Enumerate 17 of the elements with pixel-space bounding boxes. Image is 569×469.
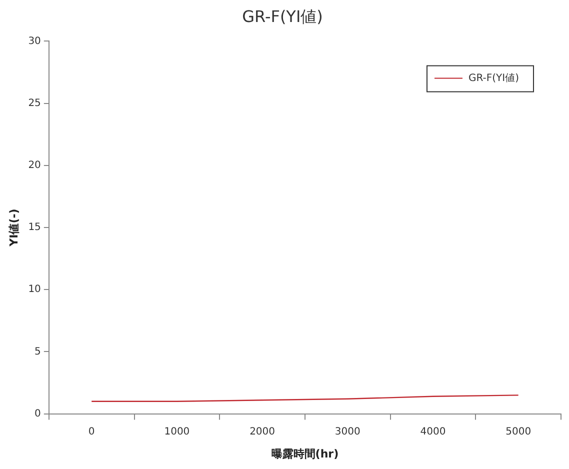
x-tick-label: 5000 [506,426,532,438]
x-tick-label: 2000 [250,426,276,438]
y-axis-title: YI値(-) [7,208,20,248]
chart-title: GR-F(YI値) [242,6,323,26]
y-tick-label: 5 [34,346,41,358]
y-tick-label: 25 [28,98,41,109]
y-tick-label: 20 [28,160,41,171]
legend-label: GR-F(YI値) [468,72,520,84]
x-tick-label: 4000 [420,426,446,438]
x-tick-label: 0 [88,426,95,438]
y-tick-label: 30 [28,36,41,47]
y-tick-label: 15 [28,222,41,234]
x-tick-label: 3000 [334,426,360,438]
x-tick-label: 1000 [164,426,190,438]
y-tick-label: 10 [28,284,41,296]
y-tick-label: 0 [34,408,41,420]
x-axis-title: 曝露時間(hr) [271,447,339,460]
